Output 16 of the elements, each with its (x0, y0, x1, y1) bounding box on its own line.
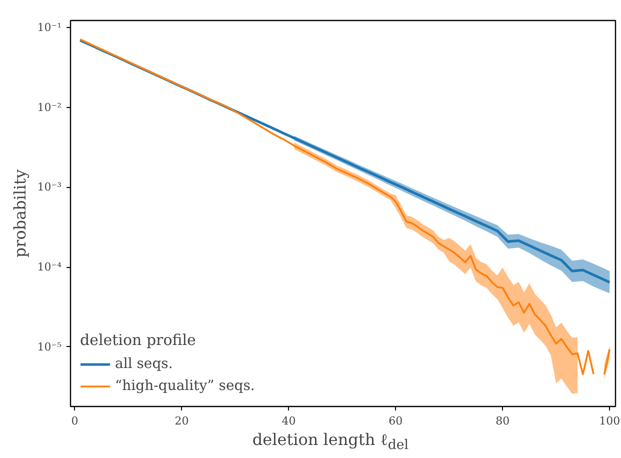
y-tick-label: 10⁻⁵ (37, 340, 62, 354)
legend-label: all seqs. (115, 356, 173, 372)
x-tick-label: 40 (282, 414, 296, 428)
y-tick-label: 10⁻³ (37, 180, 62, 194)
x-axis-title: deletion length ℓ$_{del}$ (252, 430, 409, 456)
x-tick-label: 60 (388, 414, 403, 428)
legend-title: deletion profile (80, 331, 197, 349)
x-tick-label: 100 (599, 414, 620, 428)
y-tick-label: 10⁻² (37, 100, 62, 114)
x-tick-label: 80 (496, 414, 510, 428)
legend-label: “high-quality” seqs. (115, 378, 255, 394)
y-tick-label: 10⁻⁴ (37, 260, 62, 274)
y-axis-title: probability (10, 169, 30, 258)
y-tick-label: 10⁻¹ (37, 20, 62, 34)
x-tick-label: 20 (174, 414, 189, 428)
x-tick-label: 0 (71, 414, 78, 428)
